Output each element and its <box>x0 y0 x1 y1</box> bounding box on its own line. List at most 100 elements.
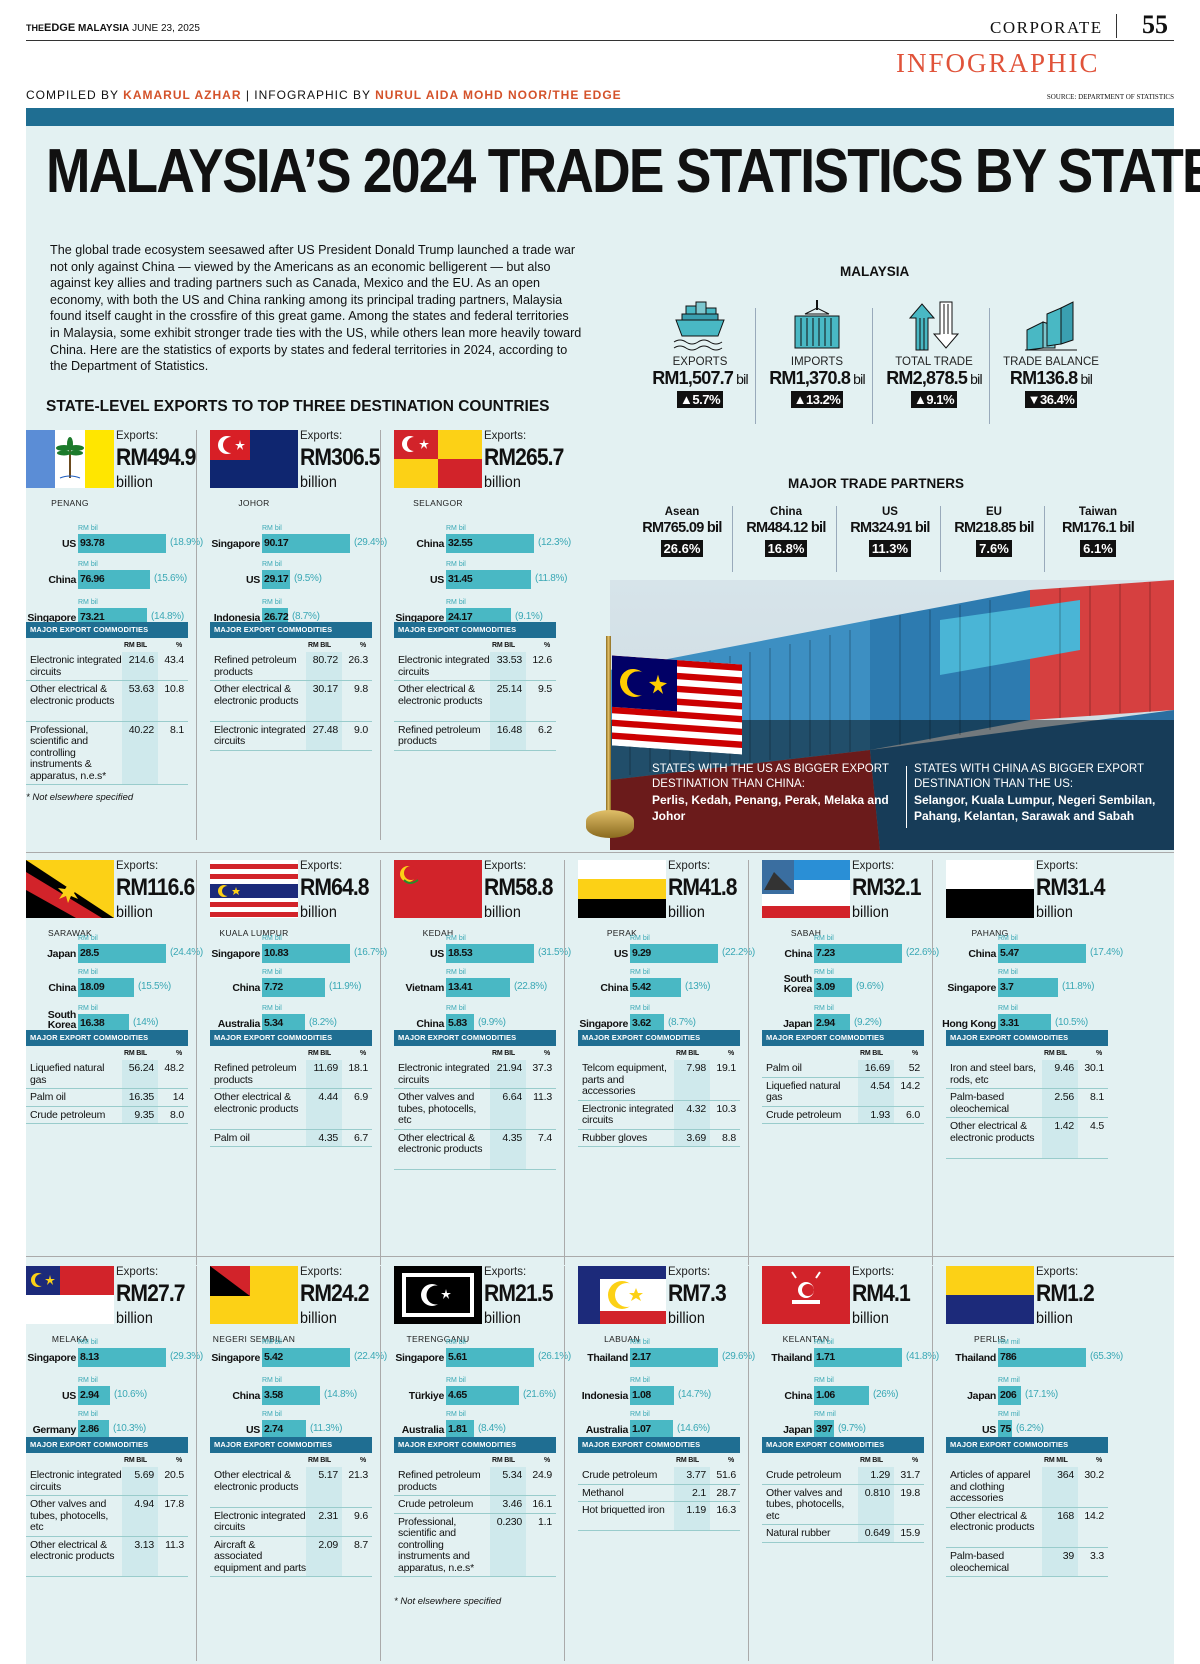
destination-value: 2.94 <box>80 1389 99 1401</box>
commodity-pct: 48.2 <box>164 1062 184 1074</box>
destination-row: South Korea RM bil 16.38 (14%) <box>26 1005 206 1038</box>
destination-row: Thailand RM bil 2.17 (29.6%) <box>578 1339 758 1372</box>
state-name: SABAH <box>790 928 822 938</box>
destination-bar <box>262 944 350 963</box>
destination-bar <box>262 534 350 553</box>
panel-top-bar <box>26 108 1174 126</box>
exports-value: RM32.1 <box>852 874 922 901</box>
commodity-row: Liquefied natural gas 4.54 14.2 <box>762 1077 924 1107</box>
destination-unit: RM bil <box>78 599 98 606</box>
commodity-name: Crude petroleum <box>766 1108 842 1121</box>
trade-arrows-icon <box>908 301 960 351</box>
commodity-row: Liquefied natural gas 56.24 48.2 <box>26 1060 188 1089</box>
commodity-value: 4.32 <box>686 1102 706 1115</box>
commodity-value-shade <box>490 1060 526 1089</box>
commodity-row-rule <box>210 1088 372 1089</box>
commodity-name: Liquefied natural gas <box>30 1062 105 1086</box>
commodity-row-rule <box>26 1535 188 1537</box>
commodity-pct: 8.7 <box>354 1538 368 1551</box>
exports-unit: billion <box>1036 904 1073 921</box>
commodity-name: Palm-based oleochemical <box>950 1091 1009 1115</box>
commodity-row-rule <box>26 1088 188 1089</box>
commodity-value-shade <box>306 721 342 751</box>
commodity-row-rule <box>946 1506 1108 1508</box>
destination-unit: RM bil <box>630 1377 650 1384</box>
destination-name: Singapore <box>211 1352 260 1364</box>
destination-name: Singapore <box>211 948 260 960</box>
partner-pct: 16.8% <box>764 540 808 557</box>
commodity-value-shade <box>1042 1089 1078 1118</box>
commodity-name: Crude petroleum <box>30 1108 106 1121</box>
commodity-value: 7.98 <box>686 1062 706 1074</box>
exports-value: RM7.3 <box>668 1280 727 1307</box>
destination-name: Vietnam <box>405 982 444 994</box>
grid-divider <box>564 860 565 1265</box>
destination-value: 75 <box>1000 1423 1011 1435</box>
destination-value: 18.53 <box>448 947 473 959</box>
callout-divider <box>906 766 907 828</box>
grid-rule <box>26 852 1174 853</box>
commodity-pct: 43.4 <box>164 654 184 666</box>
destination-row: US RM bil 31.45 (11.8%) <box>394 561 574 594</box>
destination-unit: RM bil <box>446 969 466 976</box>
partner-pct-wrap: 16.8% <box>734 540 838 558</box>
commodity-value-shade <box>858 1106 894 1124</box>
col-value-header: RM BIL <box>308 1050 331 1057</box>
destination-pct: (16.7%) <box>354 947 387 958</box>
col-pct-header: % <box>176 642 183 649</box>
destination-pct: (15.6%) <box>154 573 187 584</box>
exports-value: RM494.9 <box>116 444 196 471</box>
commodity-pct: 18.1 <box>348 1062 368 1074</box>
destination-unit: RM bil <box>262 1339 282 1346</box>
commodity-value: 5.17 <box>318 1469 338 1481</box>
destination-bar <box>262 978 325 997</box>
commodity-row-rule <box>26 1123 188 1124</box>
destination-bar <box>630 1386 674 1405</box>
commodity-pct: 26.3 <box>348 654 368 666</box>
destination-unit: RM bil <box>630 1339 650 1346</box>
exports-value: RM58.8 <box>484 874 554 901</box>
exports-label: Exports: <box>668 1266 711 1278</box>
destination-name-line2: Korea <box>783 983 813 995</box>
destination-name: Japan <box>47 948 76 960</box>
flag-perak-icon <box>578 860 666 918</box>
exports-unit: billion <box>484 904 521 921</box>
destination-value: 76.96 <box>80 573 105 585</box>
commodity-name: Rubber gloves <box>582 1131 648 1144</box>
partner-pct-wrap: 6.1% <box>1046 540 1150 558</box>
commodity-row-rule <box>762 1524 924 1525</box>
state-name: PENANG <box>51 498 89 508</box>
commodity-value-shade <box>122 721 158 785</box>
commodity-row-rule <box>578 1146 740 1147</box>
destination-name: US <box>246 574 260 586</box>
commodity-value: 4.94 <box>134 1498 154 1510</box>
commodity-row-rule <box>210 1146 372 1147</box>
destination-name: Thailand <box>587 1352 628 1364</box>
commodity-name: Professional, scientific and controlling… <box>30 723 106 782</box>
destination-pct: (26.1%) <box>538 1351 571 1362</box>
commodity-row: Refined petroleum products 5.34 24.9 <box>394 1467 556 1496</box>
commodity-value-shade <box>122 1496 158 1537</box>
col-pct-header: % <box>1096 1050 1103 1057</box>
commodity-value: 33.53 <box>496 654 522 666</box>
destination-row: Thailand RM mil 786 (65.3%) <box>946 1339 1126 1372</box>
destination-unit: RM bil <box>78 1005 98 1012</box>
metric-value: RM1,370.8 bil <box>757 368 877 389</box>
commodity-value-shade <box>490 652 526 681</box>
commodity-name: Other electrical & electronic products <box>214 683 299 707</box>
metric-label: TOTAL TRADE <box>895 356 973 368</box>
commodity-row: Iron and steel bars, rods, etc 9.46 30.1 <box>946 1060 1108 1089</box>
flag-terengganu-icon <box>394 1266 482 1324</box>
commodity-row: Telcom equipment, parts and accessories 7… <box>578 1060 740 1101</box>
commodities-table: MAJOR EXPORT COMMODITIES RM BIL% Electroni… <box>26 1437 188 1577</box>
destination-value: 7.72 <box>264 981 283 993</box>
partners-title: MAJOR TRADE PARTNERS <box>788 476 965 491</box>
destination-pct: (29.3%) <box>170 1351 203 1362</box>
exports-label: Exports: <box>300 430 343 442</box>
exports-value: RM1.2 <box>1036 1280 1095 1307</box>
grid-divider <box>196 860 197 1265</box>
exports-unit: billion <box>300 1310 337 1327</box>
commodity-name: Electronic integrated circuits <box>214 723 306 747</box>
commodity-name: Natural rubber <box>766 1527 831 1539</box>
metric-icon <box>640 300 760 356</box>
